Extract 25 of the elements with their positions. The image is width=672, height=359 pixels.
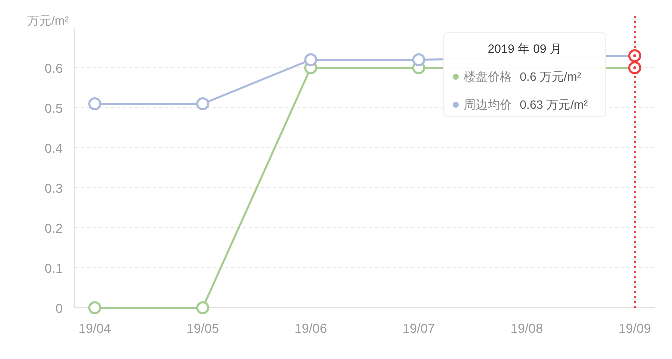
point xyxy=(196,98,210,110)
legend-label: 楼盘价格 xyxy=(464,70,512,84)
y-tick-label: 0.6 xyxy=(44,61,63,76)
y-tick-label: 0.4 xyxy=(44,141,63,156)
y-tick-label: 0.5 xyxy=(44,101,63,116)
point xyxy=(88,302,102,314)
legend-label: 周边均价 xyxy=(464,98,512,112)
annotation: 0.6 万元/m² xyxy=(520,70,582,84)
point xyxy=(88,98,102,110)
x-tick-label: 19/05 xyxy=(186,321,220,336)
y-tick-label: 0 xyxy=(56,301,63,316)
x-tick-label: 19/06 xyxy=(294,321,328,336)
y-axis-title: 万元/m² xyxy=(28,14,69,28)
y-tick-label: 0.3 xyxy=(44,181,63,196)
y-tick-label: 0.1 xyxy=(44,261,63,276)
x-tick-label: 19/04 xyxy=(78,321,112,336)
annotation: 2019 年 09 月 xyxy=(488,42,562,56)
point xyxy=(412,54,426,66)
x-tick-label: 19/07 xyxy=(402,321,436,336)
x-tick-label: 19/08 xyxy=(510,321,544,336)
y-tick-label: 0.2 xyxy=(44,221,63,236)
annotation: 0.63 万元/m² xyxy=(520,98,588,112)
point xyxy=(196,302,210,314)
point xyxy=(304,54,318,66)
x-tick-label: 19/09 xyxy=(618,321,652,336)
